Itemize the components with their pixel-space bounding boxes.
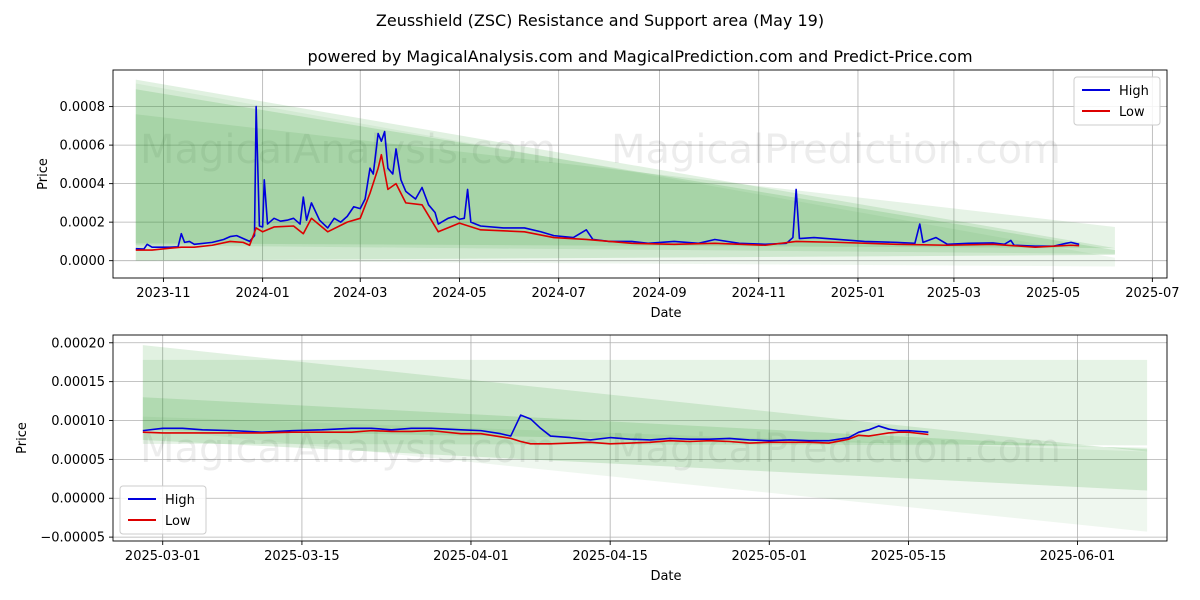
- series-line-low: [142, 429, 929, 445]
- legend-label-high: High: [1119, 84, 1149, 99]
- y-tick-label: 0.0008: [60, 100, 106, 115]
- plot-frame: [112, 69, 1168, 279]
- series-line-high: [135, 105, 1080, 250]
- watermark: MagicalPrediction.com: [611, 426, 1061, 472]
- resistance-support-band: [135, 83, 1115, 267]
- x-tick-label: 2025-03-01: [125, 549, 201, 564]
- y-tick-label: 0.0000: [60, 254, 106, 269]
- resistance-support-band: [135, 114, 1115, 254]
- resistance-support-band: [135, 79, 1115, 249]
- plot-frame: [112, 334, 1168, 542]
- x-axis-label: Date: [650, 306, 681, 321]
- x-tick-label: 2025-04-15: [572, 549, 648, 564]
- y-tick-label: 0.0006: [60, 139, 106, 154]
- x-axis-label: Date: [650, 569, 681, 584]
- x-tick-label: 2025-03-15: [264, 549, 340, 564]
- y-tick-label: 0.00005: [51, 453, 105, 468]
- x-tick-label: 2024-07: [532, 286, 586, 301]
- x-tick-label: 2025-05-01: [731, 549, 807, 564]
- panel-top: MagicalAnalysis.com MagicalPrediction.com…: [36, 69, 1180, 321]
- legend: High Low: [1073, 76, 1161, 126]
- series-line-high: [142, 414, 929, 442]
- chart-subtitle: powered by MagicalAnalysis.com and Magic…: [307, 47, 972, 66]
- series-line-low: [135, 153, 1080, 251]
- y-tick-label: −0.00005: [40, 531, 105, 546]
- resistance-support-band: [142, 397, 1148, 491]
- x-tick-label: 2024-03: [333, 286, 387, 301]
- y-tick-label: 0.00020: [51, 336, 105, 351]
- y-axis-label: Price: [36, 158, 51, 190]
- resistance-support-band: [135, 89, 1115, 261]
- x-tick-label: 2025-05: [1026, 286, 1080, 301]
- y-axis-label: Price: [15, 422, 30, 454]
- legend-label-high: High: [165, 493, 195, 508]
- y-tick-label: 0.0004: [60, 177, 106, 192]
- legend-label-low: Low: [165, 514, 191, 529]
- x-tick-label: 2024-01: [235, 286, 289, 301]
- resistance-support-band: [142, 359, 1148, 446]
- y-tick-label: 0.00000: [51, 492, 105, 507]
- resistance-support-band: [142, 416, 1148, 532]
- legend: High Low: [119, 485, 207, 535]
- x-tick-label: 2025-03: [927, 286, 981, 301]
- y-tick-label: 0.00015: [51, 375, 105, 390]
- watermark: MagicalPrediction.com: [611, 127, 1061, 173]
- x-tick-label: 2023-11: [136, 286, 190, 301]
- legend-label-low: Low: [1119, 105, 1145, 120]
- x-tick-label: 2024-09: [632, 286, 686, 301]
- x-tick-label: 2025-05-15: [871, 549, 947, 564]
- x-tick-label: 2025-04-01: [433, 549, 509, 564]
- panel-bottom: MagicalAnalysis.com MagicalPrediction.com…: [15, 334, 1168, 584]
- y-tick-label: 0.00010: [51, 414, 105, 429]
- y-tick-label: 0.0002: [60, 216, 106, 231]
- watermark: MagicalAnalysis.com: [140, 127, 556, 173]
- chart-title: Zeusshield (ZSC) Resistance and Support …: [376, 11, 824, 30]
- x-tick-label: 2025-01: [831, 286, 885, 301]
- x-tick-label: 2025-06-01: [1040, 549, 1116, 564]
- resistance-support-band: [142, 345, 1148, 452]
- x-tick-label: 2025-07: [1125, 286, 1179, 301]
- x-tick-label: 2024-05: [432, 286, 486, 301]
- x-tick-label: 2024-11: [732, 286, 786, 301]
